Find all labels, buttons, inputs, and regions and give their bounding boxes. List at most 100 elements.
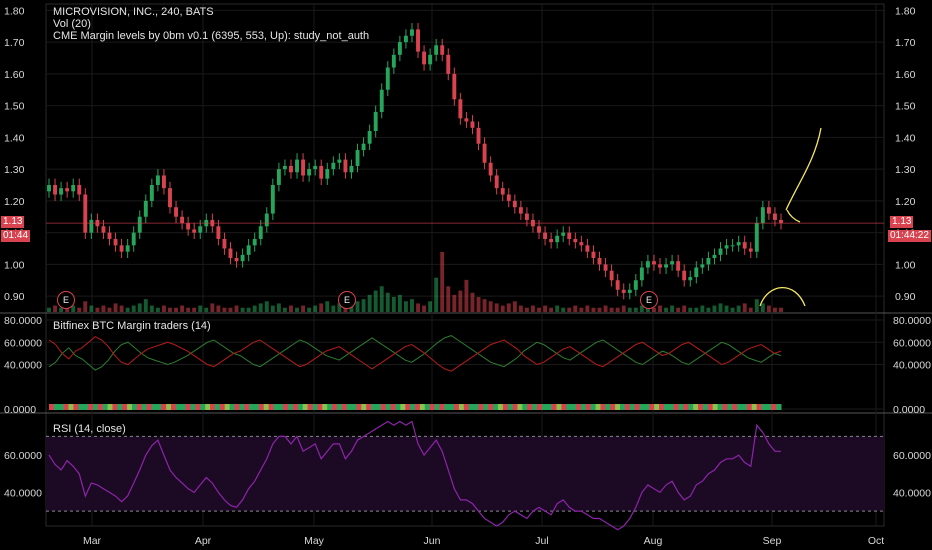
margin-strip-cell [478,404,484,410]
y-tick-label-right: 1.40 [895,132,916,144]
candle-body [573,238,578,243]
candle-body [361,143,366,151]
earnings-marker[interactable]: E [338,291,356,309]
volume-bar [143,299,148,312]
margin-strip-cell [224,404,231,410]
candle-body [89,219,94,233]
margin-strip-cell [214,404,221,410]
bitfinex-legend[interactable]: Bitfinex BTC Margin traders (14) [53,320,211,332]
margin-strip-cell [439,404,445,410]
margin-strip-cell [571,404,577,410]
margin-strip-cell [458,404,465,410]
volume-bar [440,252,445,312]
margin-strip-cell [522,404,528,410]
candle-body [349,165,354,173]
candle-body [301,159,306,176]
volume-bar [234,305,239,312]
candle-body [658,264,662,268]
y-tick-label-left: 0.0000 [4,404,36,416]
volume-bar [59,307,64,312]
volume-bar [458,290,463,312]
candle-body [234,258,239,262]
margin-strip-cell [405,404,411,410]
y-tick-label-left: 0.90 [4,291,25,303]
candle-body [567,232,572,239]
y-tick-label-left: 40.0000 [4,487,42,499]
candle-body [107,232,112,239]
candle-body [174,207,178,217]
y-tick-label-left: 1.60 [4,69,25,81]
symbol-title[interactable]: MICROVISION, INC., 240, BATS [53,6,214,18]
volume-bar [512,301,517,312]
volume-bar [754,299,759,312]
volume-bar [670,305,675,312]
volume-bar [597,307,602,312]
candle-body [113,238,118,246]
margin-strip-cell [756,404,762,410]
candle-body [639,267,644,281]
candle-body [555,235,560,243]
volume-bar [549,307,554,312]
candle-body [773,213,777,220]
margin-strip-cell [278,404,284,410]
volume-bar [621,305,626,312]
candle-body [289,165,293,173]
margin-strip-cell [488,404,494,410]
candle-body [736,242,741,246]
volume-bar [361,299,366,312]
candle-body [119,245,124,252]
margin-strip-cell [317,404,323,410]
y-tick-label-right: 1.30 [895,164,916,176]
candle-body [434,45,439,55]
margin-strip-cell [312,404,318,410]
volume-bar [645,307,650,312]
margin-strip-cell [356,404,362,410]
candle-body [282,165,287,170]
cme-legend[interactable]: CME Margin levels by 0bm v0.1 (6395, 553… [53,30,370,42]
candle-body [603,264,608,271]
earnings-marker[interactable]: E [57,291,75,309]
candle-body [240,254,245,262]
candle-body [440,45,445,55]
volume-bar [633,307,638,312]
candle-body [47,184,51,192]
candle-body [524,213,529,220]
y-tick-label-left: 1.70 [4,37,25,49]
candle-body [379,89,384,112]
rsi-legend[interactable]: RSI (14, close) [53,423,126,435]
candle-body [155,175,160,185]
margin-strip-cell [688,404,694,410]
margin-strip-cell [102,404,109,410]
earnings-marker[interactable]: E [640,291,658,309]
margin-strip-cell [493,404,499,410]
y-tick-label-right: 60.0000 [893,337,931,349]
margin-strip-cell [288,404,294,410]
margin-strip-cell [698,404,704,410]
annotation-curve [785,127,822,211]
volume-bar [676,307,681,312]
candle-body [652,261,656,265]
margin-strip-cell [454,404,460,410]
margin-strip-cell [175,404,182,410]
y-tick-label-right: 60.0000 [893,450,931,462]
vol-legend[interactable]: Vol (20) [53,18,91,30]
volume-bar [736,305,741,312]
margin-strip-cell [78,404,84,410]
margin-strip-cell [107,404,113,410]
rsi-band [46,436,884,512]
y-tick-label-right: 1.50 [895,101,916,113]
candle-body [161,175,166,189]
margin-strip-cell [131,404,138,410]
margin-strip-cell [449,404,455,410]
margin-strip-cell [424,404,431,410]
volume-bar [101,305,106,312]
margin-strip-cell [307,404,314,410]
volume-bar [712,305,717,312]
volume-bar [773,307,777,312]
margin-strip-cell [585,404,592,410]
margin-strip-cell [273,404,279,410]
volume-bar [724,305,729,312]
margin-strip-cell [590,404,597,410]
margin-strip-cell [556,404,562,410]
volume-bar [718,303,723,312]
